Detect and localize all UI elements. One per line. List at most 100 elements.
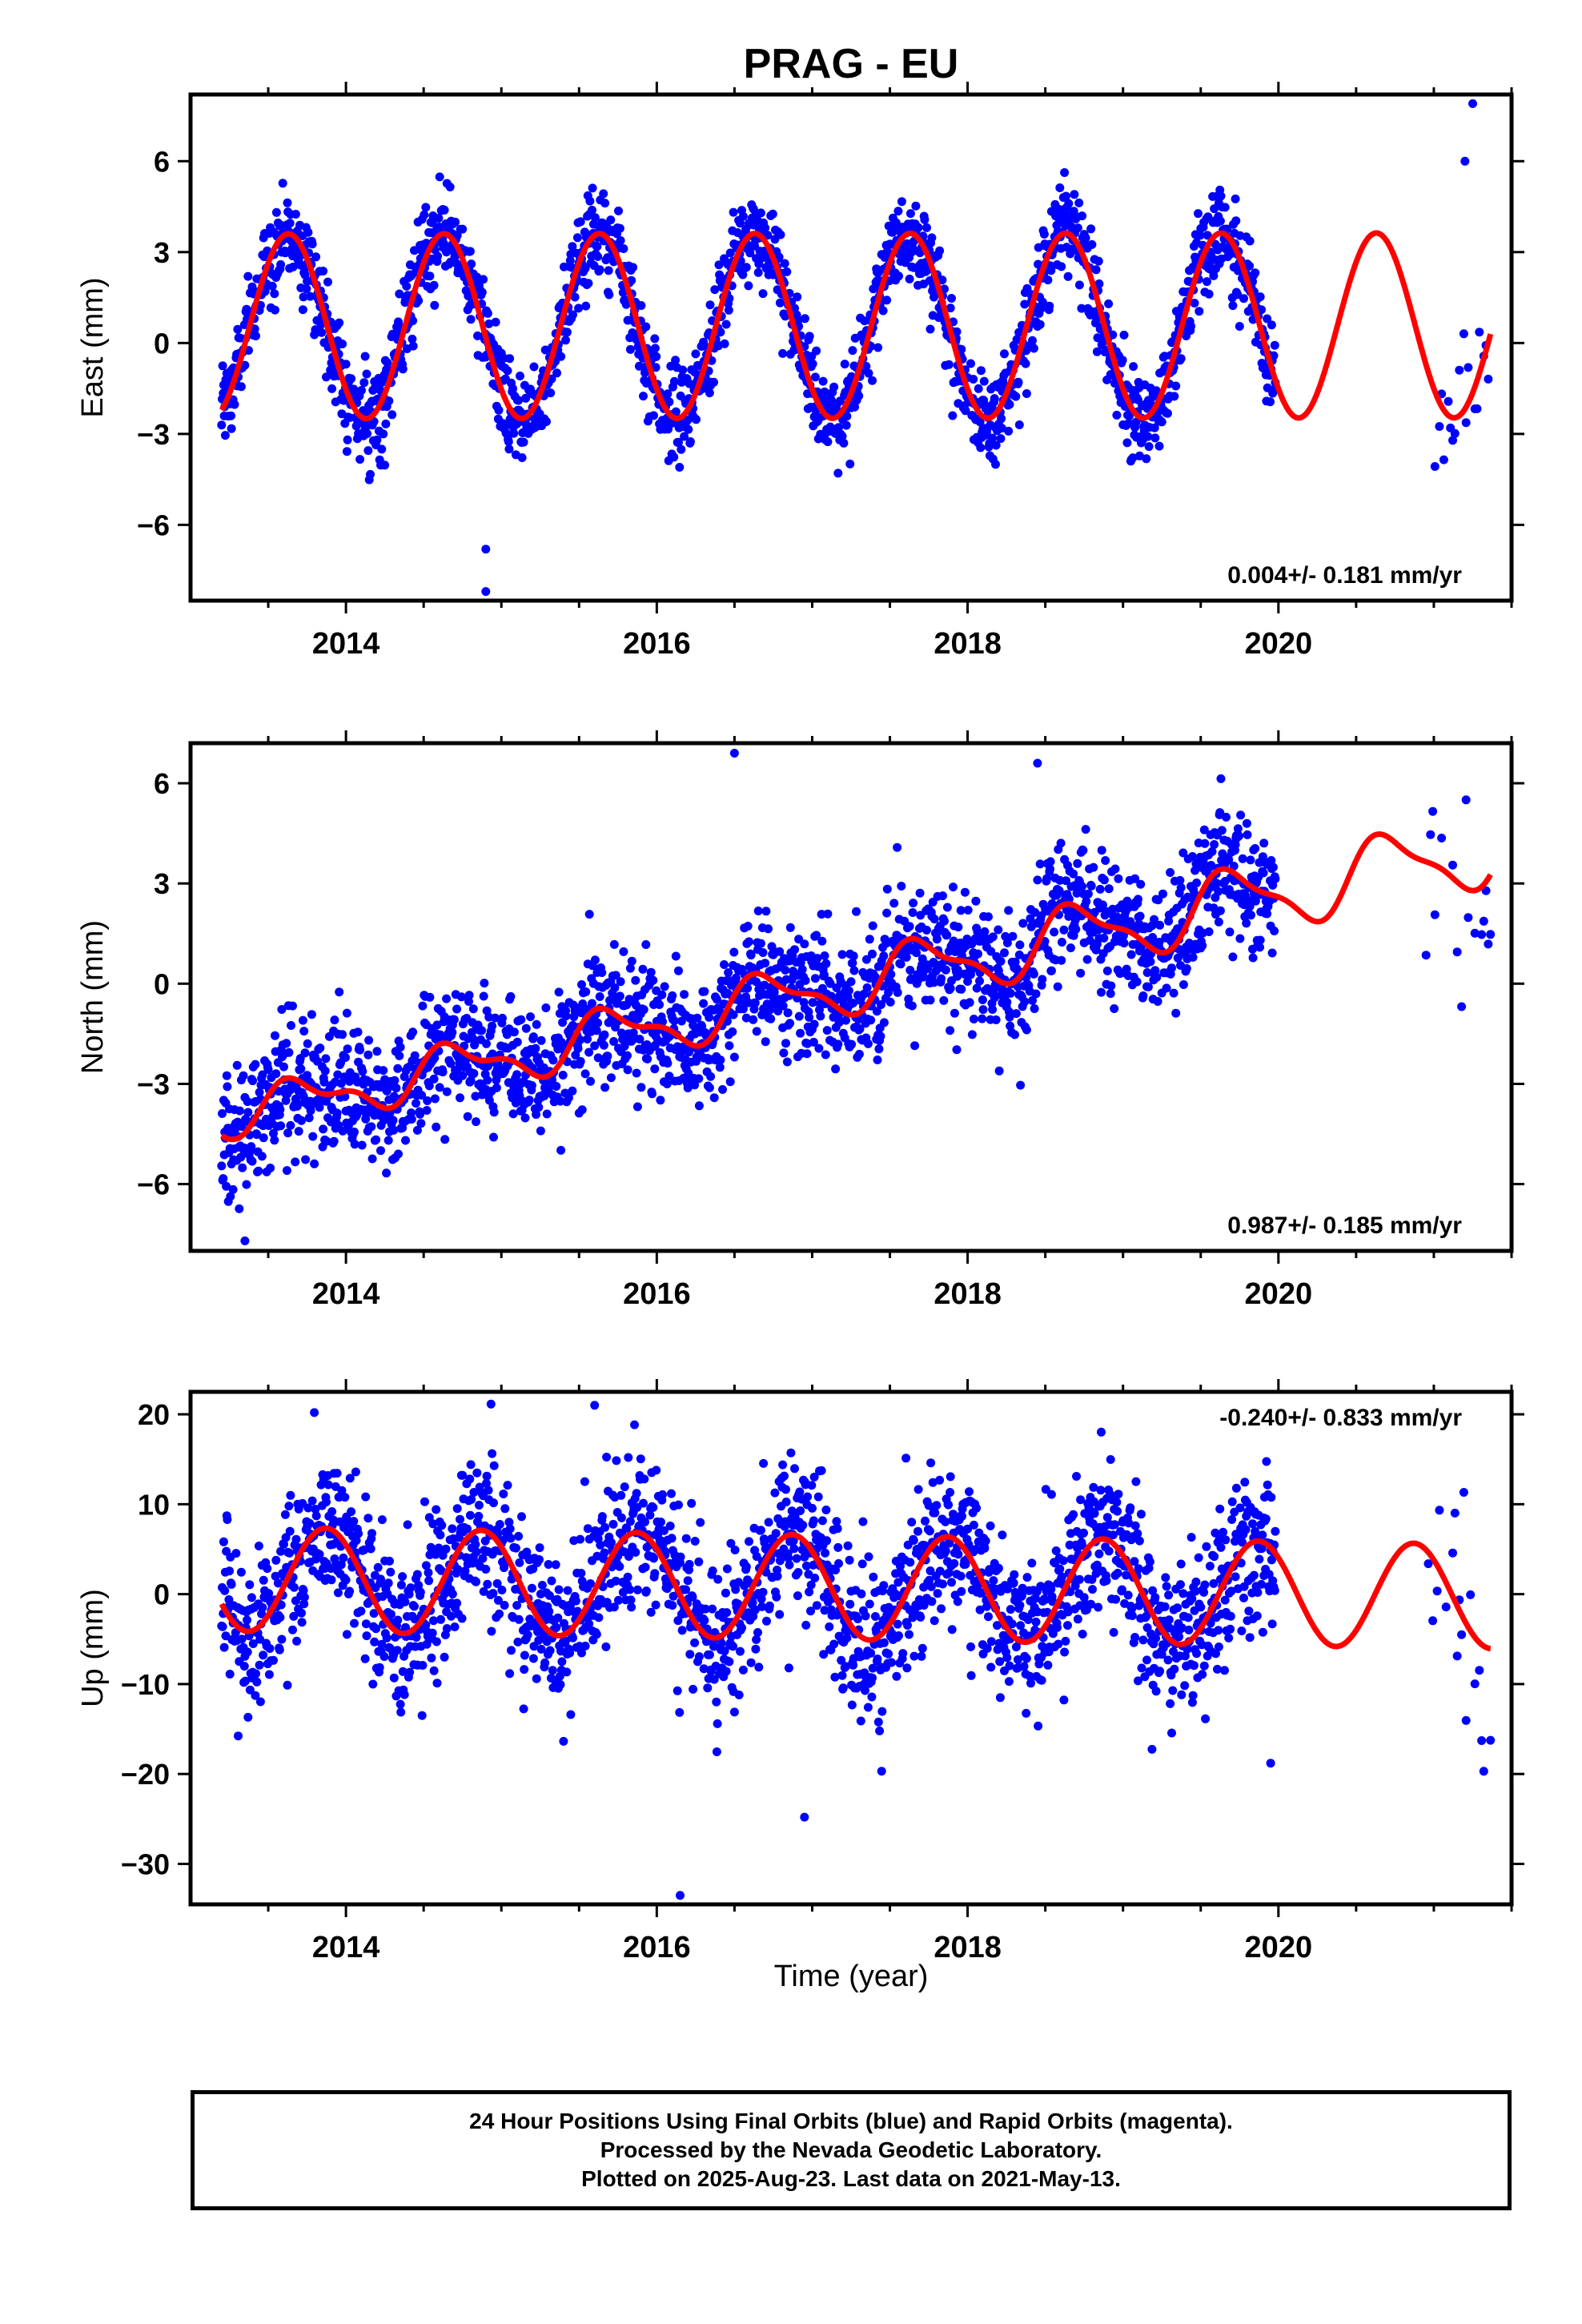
data-point <box>1171 1008 1181 1018</box>
data-point <box>486 1399 496 1409</box>
data-point <box>277 1005 287 1014</box>
data-point <box>897 882 906 891</box>
data-point <box>1228 301 1238 311</box>
data-point <box>347 374 356 384</box>
data-point-outlier <box>729 749 739 758</box>
data-point <box>1486 930 1496 939</box>
data-point <box>1054 204 1063 214</box>
data-point <box>948 411 958 420</box>
data-point <box>602 1453 612 1462</box>
data-point <box>969 1015 978 1023</box>
data-point <box>465 247 475 256</box>
data-point <box>879 951 889 961</box>
data-point <box>612 1456 621 1466</box>
x-tick-label: 2020 <box>1245 1277 1313 1311</box>
data-point <box>1209 271 1219 280</box>
data-point <box>1074 198 1084 207</box>
data-point <box>235 1106 244 1116</box>
data-point <box>276 259 286 269</box>
data-point <box>939 995 949 1005</box>
data-point <box>706 1072 716 1081</box>
data-point <box>1053 982 1062 991</box>
data-point <box>484 1486 493 1495</box>
data-point <box>652 352 661 361</box>
data-point <box>245 1580 255 1590</box>
data-point <box>1002 997 1012 1007</box>
data-point <box>279 1062 288 1072</box>
data-point <box>376 1146 385 1156</box>
data-point <box>280 1510 290 1519</box>
data-point <box>685 437 695 446</box>
data-point <box>834 423 843 432</box>
data-point <box>950 1008 959 1018</box>
data-point <box>517 1512 526 1522</box>
data-point <box>1154 441 1164 451</box>
x-tick-label: 2018 <box>934 627 1002 661</box>
data-point <box>483 1076 492 1085</box>
data-point <box>1029 344 1038 353</box>
data-point <box>271 1031 279 1040</box>
data-point <box>680 432 689 441</box>
data-point <box>585 196 595 206</box>
data-point <box>283 198 292 207</box>
data-point <box>420 1497 429 1506</box>
data-point <box>285 1548 295 1558</box>
data-point <box>776 230 785 239</box>
data-point <box>495 1609 504 1618</box>
data-point <box>412 1099 420 1108</box>
data-point <box>938 275 947 285</box>
data-point <box>774 252 784 262</box>
data-point <box>350 1140 359 1149</box>
data-point <box>546 388 556 398</box>
data-point <box>1021 359 1030 368</box>
data-point <box>974 949 982 959</box>
data-point <box>505 354 515 364</box>
data-point <box>882 296 892 305</box>
data-point <box>1014 377 1023 387</box>
data-point <box>541 1003 551 1012</box>
data-point <box>991 440 1001 450</box>
data-point <box>468 1004 478 1014</box>
data-point <box>1031 989 1041 999</box>
data-point <box>1171 381 1181 391</box>
data-point <box>725 1077 735 1087</box>
data-point <box>1142 454 1151 464</box>
data-point <box>592 242 602 251</box>
data-point <box>562 328 572 337</box>
data-point <box>548 1055 558 1065</box>
data-point <box>913 223 923 232</box>
data-point <box>768 209 777 219</box>
data-point <box>745 248 755 258</box>
data-point <box>429 1666 439 1675</box>
data-point <box>882 884 892 894</box>
data-point <box>488 1449 497 1458</box>
data-point <box>669 452 679 462</box>
data-point <box>430 300 440 310</box>
data-point <box>1464 913 1473 923</box>
data-point <box>310 1159 319 1168</box>
data-point <box>608 1519 618 1529</box>
data-point <box>588 183 597 193</box>
data-point <box>547 1576 556 1586</box>
data-point <box>319 1077 329 1087</box>
data-point <box>412 1570 422 1579</box>
data-point <box>473 331 482 340</box>
data-point <box>891 218 901 227</box>
data-point <box>650 344 660 353</box>
data-point <box>372 1047 382 1056</box>
data-point <box>729 1052 739 1062</box>
y-tick-label: 3 <box>154 236 170 269</box>
data-point <box>1255 935 1265 945</box>
data-point <box>1119 939 1129 948</box>
data-point <box>398 1572 408 1582</box>
data-point <box>504 437 513 446</box>
data-point <box>509 428 519 438</box>
data-point <box>1095 884 1105 894</box>
data-point <box>710 285 720 295</box>
data-point <box>218 1109 227 1118</box>
data-point <box>281 1096 291 1105</box>
data-point <box>1259 868 1268 878</box>
data-point <box>1176 354 1186 364</box>
data-point-outlier <box>481 587 491 597</box>
